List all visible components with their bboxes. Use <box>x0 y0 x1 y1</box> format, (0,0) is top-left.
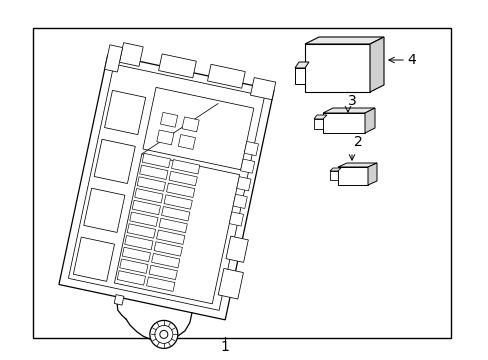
Polygon shape <box>119 43 143 66</box>
Text: 3: 3 <box>347 94 356 108</box>
Polygon shape <box>369 37 383 92</box>
Polygon shape <box>159 218 187 233</box>
Polygon shape <box>218 269 243 299</box>
Bar <box>33 28 450 338</box>
Polygon shape <box>142 87 253 170</box>
Polygon shape <box>157 130 174 145</box>
Polygon shape <box>114 154 239 304</box>
Polygon shape <box>329 171 337 180</box>
Polygon shape <box>171 159 200 174</box>
Polygon shape <box>229 212 243 226</box>
Polygon shape <box>68 64 264 310</box>
Polygon shape <box>169 171 197 186</box>
Polygon shape <box>207 64 245 88</box>
Polygon shape <box>313 119 323 129</box>
Polygon shape <box>59 55 273 320</box>
Polygon shape <box>137 177 165 191</box>
Polygon shape <box>163 195 192 209</box>
Polygon shape <box>124 235 153 250</box>
Polygon shape <box>104 45 122 72</box>
Polygon shape <box>166 183 194 198</box>
Polygon shape <box>142 153 170 168</box>
Circle shape <box>160 330 167 338</box>
Polygon shape <box>337 167 367 185</box>
Polygon shape <box>149 265 177 280</box>
Polygon shape <box>160 112 177 127</box>
Polygon shape <box>337 163 376 167</box>
Polygon shape <box>127 224 155 238</box>
Circle shape <box>149 320 178 348</box>
Polygon shape <box>134 189 163 203</box>
Polygon shape <box>120 259 148 273</box>
Text: 4: 4 <box>406 53 415 67</box>
Polygon shape <box>156 230 184 244</box>
Polygon shape <box>73 237 114 282</box>
Polygon shape <box>294 62 308 68</box>
Polygon shape <box>178 135 195 149</box>
Polygon shape <box>117 271 145 285</box>
Polygon shape <box>83 188 124 233</box>
Polygon shape <box>305 37 383 44</box>
Polygon shape <box>240 159 254 173</box>
Polygon shape <box>305 44 369 92</box>
Polygon shape <box>94 139 135 184</box>
Polygon shape <box>132 200 160 215</box>
Polygon shape <box>364 108 374 133</box>
Polygon shape <box>151 253 180 268</box>
Polygon shape <box>236 177 250 191</box>
Polygon shape <box>122 247 150 262</box>
Polygon shape <box>154 242 182 256</box>
Polygon shape <box>158 54 196 78</box>
Polygon shape <box>323 108 374 113</box>
Polygon shape <box>114 294 123 305</box>
Polygon shape <box>182 117 199 132</box>
Polygon shape <box>250 77 275 100</box>
Polygon shape <box>323 113 364 133</box>
Circle shape <box>155 325 172 343</box>
Polygon shape <box>367 163 376 185</box>
Polygon shape <box>244 141 258 156</box>
Polygon shape <box>233 194 247 208</box>
Polygon shape <box>329 168 340 171</box>
Text: 1: 1 <box>220 340 229 354</box>
Polygon shape <box>129 212 158 226</box>
Polygon shape <box>104 90 145 135</box>
Polygon shape <box>161 207 189 221</box>
Polygon shape <box>225 236 248 262</box>
Polygon shape <box>294 68 305 84</box>
Polygon shape <box>313 115 326 119</box>
Polygon shape <box>146 277 175 291</box>
Polygon shape <box>140 165 168 180</box>
Text: 2: 2 <box>353 135 362 149</box>
